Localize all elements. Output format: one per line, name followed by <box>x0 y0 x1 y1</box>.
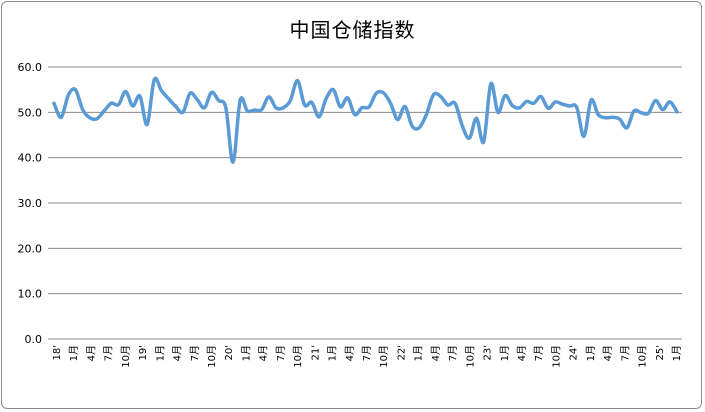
x-tick-label: 7月 <box>103 345 115 361</box>
y-tick-label: 20.0 <box>18 242 43 255</box>
y-tick-label: 60.0 <box>18 61 43 74</box>
x-tick-label: 10月 <box>550 345 562 368</box>
x-tick-label: 1月 <box>154 345 166 361</box>
x-tick-label: 1月 <box>413 345 425 361</box>
x-tick-label: 10月 <box>378 345 390 368</box>
x-tick-label: 4月 <box>430 345 442 361</box>
x-tick-label: 23' <box>483 345 494 360</box>
x-tick-label: 21' <box>310 345 321 360</box>
x-tick-label: 18' <box>52 345 63 360</box>
chart-title: 中国仓储指数 <box>289 18 416 42</box>
x-tick-label: 1月 <box>585 345 597 361</box>
x-tick-label: 7月 <box>447 345 459 361</box>
x-tick-label: 22' <box>396 345 407 360</box>
x-tick-label: 1月 <box>240 345 252 361</box>
x-tick-label: 1月 <box>499 345 511 361</box>
x-tick-label: 4月 <box>602 345 614 361</box>
x-tick-label: 10月 <box>637 345 649 368</box>
x-tick-label: 7月 <box>361 345 373 361</box>
x-tick-label: 1月 <box>671 345 683 361</box>
y-tick-label: 50.0 <box>18 106 43 119</box>
y-tick-label: 0.0 <box>25 333 43 346</box>
x-tick-label: 7月 <box>619 345 631 361</box>
x-tick-label: 7月 <box>533 345 545 361</box>
x-tick-label: 7月 <box>275 345 287 361</box>
x-tick-label: 4月 <box>516 345 528 361</box>
y-tick-label: 10.0 <box>18 288 43 301</box>
x-tick-label: 4月 <box>85 345 97 361</box>
x-tick-label: 19' <box>138 345 149 360</box>
x-tick-label: 24' <box>569 345 580 360</box>
y-tick-label: 40.0 <box>18 152 43 165</box>
x-tick-label: 1月 <box>68 345 80 361</box>
x-tick-label: 1月 <box>327 345 339 361</box>
x-tick-label: 10月 <box>292 345 304 368</box>
x-tick-label: 10月 <box>120 345 132 368</box>
x-tick-label: 10月 <box>206 345 218 368</box>
x-tick-label: 7月 <box>189 345 201 361</box>
x-tick-label: 10月 <box>464 345 476 368</box>
x-tick-label: 4月 <box>344 345 356 361</box>
x-tick-label: 20' <box>224 345 235 360</box>
x-tick-label: 4月 <box>172 345 184 361</box>
x-tick-label: 4月 <box>258 345 270 361</box>
series-line <box>52 76 679 164</box>
x-tick-label: 25' <box>655 345 666 360</box>
y-tick-label: 30.0 <box>18 197 43 210</box>
